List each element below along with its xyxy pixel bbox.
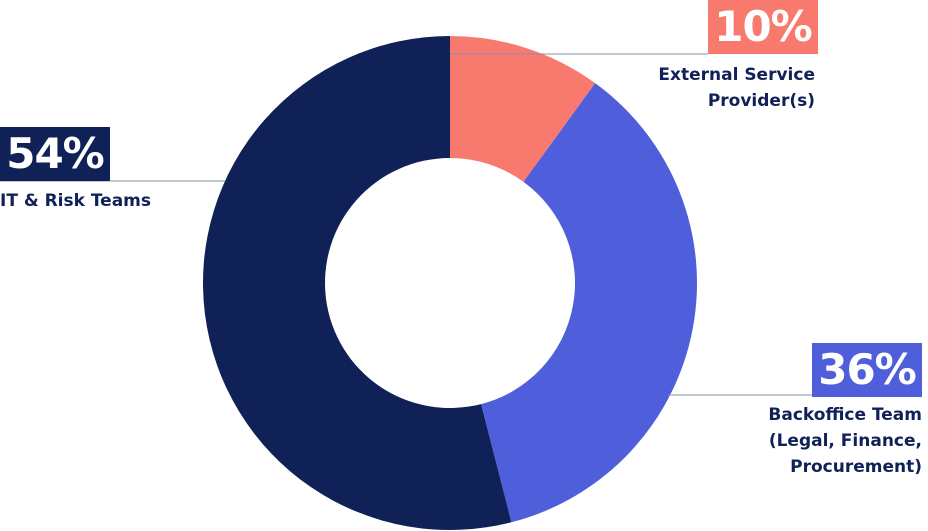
category-label: Backoffice Team (Legal, Finance, Procure… xyxy=(768,405,922,477)
category-label: IT & Risk Teams xyxy=(0,191,152,211)
value-label: 10% xyxy=(708,0,818,54)
donut-slice xyxy=(450,36,596,182)
value-label: 54% xyxy=(0,127,110,181)
donut-slice xyxy=(481,83,697,523)
donut-slice xyxy=(203,36,512,530)
value-label: 36% xyxy=(812,343,922,397)
category-label: External Service Provider(s) xyxy=(658,65,815,111)
